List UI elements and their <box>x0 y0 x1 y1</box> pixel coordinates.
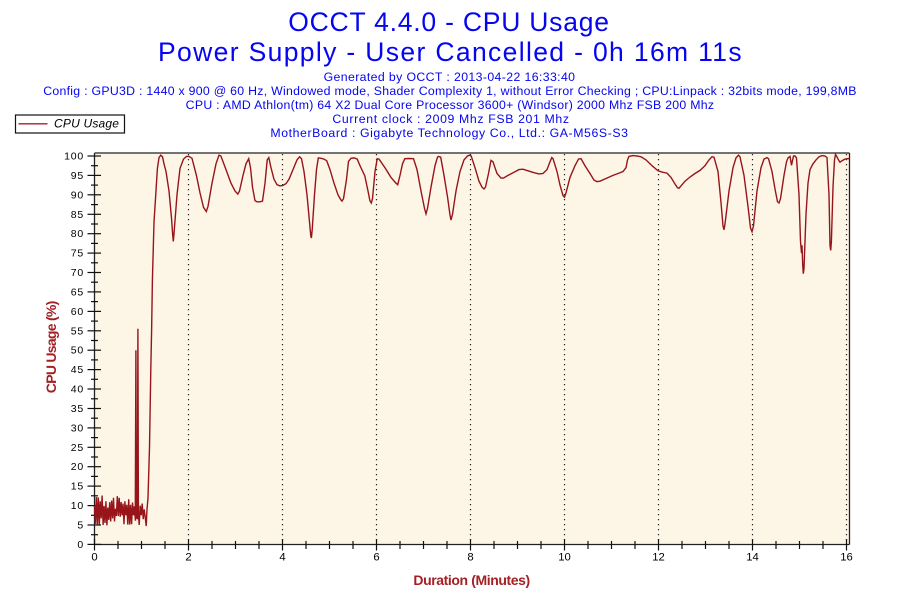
svg-text:16: 16 <box>840 552 853 564</box>
svg-text:12: 12 <box>652 552 665 564</box>
svg-text:100: 100 <box>64 151 84 163</box>
svg-text:Generated by OCCT : 2013-04-22: Generated by OCCT : 2013-04-22 16:33:40 <box>324 70 576 84</box>
svg-text:60: 60 <box>71 306 84 318</box>
svg-text:CPU Usage (%): CPU Usage (%) <box>43 301 59 393</box>
svg-text:OCCT 4.4.0 - CPU Usage: OCCT 4.4.0 - CPU Usage <box>288 7 610 37</box>
svg-text:0: 0 <box>91 552 97 564</box>
svg-text:30: 30 <box>71 422 84 434</box>
svg-text:55: 55 <box>71 325 84 337</box>
svg-text:MotherBoard : Gigabyte Technol: MotherBoard : Gigabyte Technology Co., L… <box>270 126 628 140</box>
svg-text:2: 2 <box>185 552 191 564</box>
svg-text:10: 10 <box>558 552 571 564</box>
svg-text:25: 25 <box>71 442 84 454</box>
svg-text:Current clock : 2009 Mhz FSB 2: Current clock : 2009 Mhz FSB 201 Mhz <box>332 112 569 126</box>
svg-text:10: 10 <box>71 500 84 512</box>
svg-text:4: 4 <box>279 552 285 564</box>
svg-text:75: 75 <box>71 248 84 260</box>
svg-text:50: 50 <box>71 345 84 357</box>
svg-text:35: 35 <box>71 403 84 415</box>
svg-text:65: 65 <box>71 286 84 298</box>
svg-text:8: 8 <box>467 552 473 564</box>
svg-text:90: 90 <box>71 189 84 201</box>
svg-text:95: 95 <box>71 170 84 182</box>
svg-text:70: 70 <box>71 267 84 279</box>
svg-text:Config : GPU3D : 1440 x 900 @: Config : GPU3D : 1440 x 900 @ 60 Hz, Win… <box>43 84 857 98</box>
svg-text:80: 80 <box>71 228 84 240</box>
svg-text:0: 0 <box>77 539 84 551</box>
svg-text:5: 5 <box>77 520 84 532</box>
svg-text:Power Supply - User Cancelled: Power Supply - User Cancelled - 0h 16m 1… <box>158 37 743 67</box>
svg-text:CPU : AMD Athlon(tm) 64 X2 Dua: CPU : AMD Athlon(tm) 64 X2 Dual Core Pro… <box>186 98 715 112</box>
svg-text:14: 14 <box>746 552 759 564</box>
svg-text:40: 40 <box>71 384 84 396</box>
svg-text:20: 20 <box>71 461 84 473</box>
svg-text:Duration (Minutes): Duration (Minutes) <box>413 572 529 588</box>
svg-text:85: 85 <box>71 209 84 221</box>
svg-text:15: 15 <box>71 481 84 493</box>
svg-text:45: 45 <box>71 364 84 376</box>
svg-text:CPU Usage: CPU Usage <box>54 117 119 131</box>
svg-text:6: 6 <box>373 552 379 564</box>
